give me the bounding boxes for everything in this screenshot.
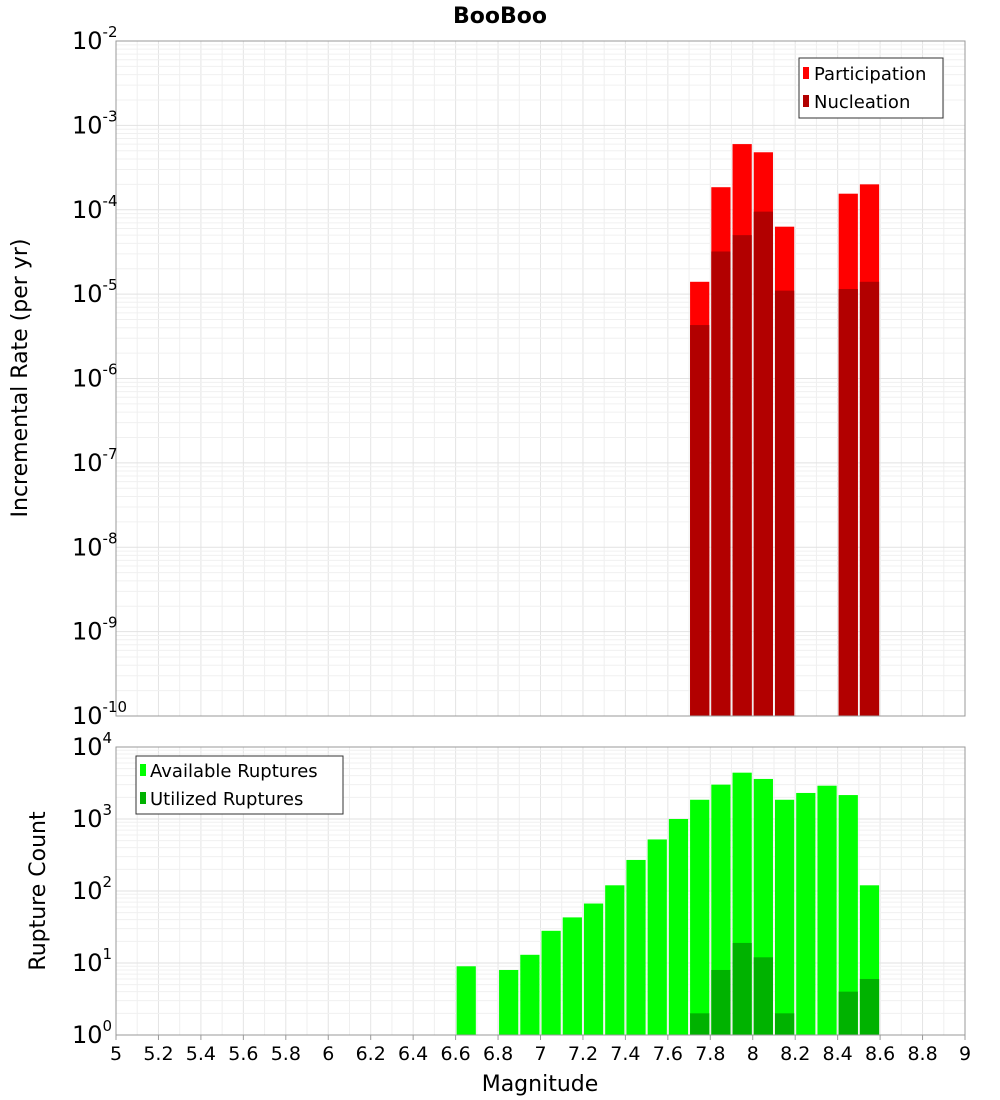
x-tick-label: 6 [322,1043,334,1065]
bottom-legend-box [135,755,344,815]
bottom-bar-utilized-ruptures [690,1013,710,1035]
bottom-bar-available-ruptures [690,799,710,1035]
top-plot: 10-2 10-3 10-4 10-5 10-6 10-7 10-8 10-9 10-10 In… [8,23,966,730]
bottom-bar-available-ruptures [583,903,604,1035]
x-axis-label: Magnitude [482,1072,599,1097]
top-bar-nucleation [732,235,752,716]
bottom-bar-available-ruptures [605,885,625,1035]
x-tick-label: 5.8 [271,1043,301,1065]
top-bar-nucleation [711,251,731,716]
bottom-y-tick-label: 104 [72,729,112,761]
bottom-bar-available-ruptures [817,785,837,1035]
bottom-bars [456,772,880,1035]
top-y-tick-label: 10-9 [72,614,118,646]
bottom-bar-utilized-ruptures [732,942,752,1035]
legend-swatch-available [140,764,146,776]
bottom-bar-utilized-ruptures [859,978,880,1035]
legend-swatch-nucleation [803,95,809,107]
bottom-y-tick-label: 100 [72,1017,112,1049]
bottom-bar-available-ruptures [796,792,816,1035]
bottom-plot: 104 103 102 101 100 5 5.2 5.4 5.6 5.8 6 6.2 6.4 6.6 6… [26,729,971,1097]
bottom-bar-available-ruptures [626,859,646,1035]
bottom-bar-available-ruptures [774,799,795,1035]
top-grid [116,41,965,717]
legend-label-available: Available Ruptures [150,761,318,782]
x-tick-label: 6.2 [356,1043,386,1065]
bottom-y-ticks: 104 103 102 101 100 [72,729,112,1049]
bottom-y-tick-label: 103 [72,801,112,833]
top-legend: Participation Nucleation [798,57,944,119]
bottom-bar-available-ruptures [668,819,689,1035]
top-bar-nucleation [859,281,880,716]
bottom-bar-utilized-ruptures [838,991,858,1035]
legend-swatch-utilized [140,792,146,804]
top-plot-frame [115,40,966,717]
top-bar-nucleation [690,325,710,716]
x-tick-label: 7.2 [568,1043,598,1065]
bottom-bar-available-ruptures [541,930,561,1035]
bottom-bar-available-ruptures [562,917,582,1035]
top-legend-box [798,57,944,119]
top-bar-nucleation [838,289,858,716]
x-tick-label: 7.6 [653,1043,683,1065]
x-tick-label: 5.4 [186,1043,216,1065]
top-y-axis-label: Incremental Rate (per yr) [8,239,33,518]
x-tick-label: 7.4 [610,1043,640,1065]
bottom-bar-available-ruptures [647,839,667,1035]
top-bar-nucleation [753,211,773,716]
top-bar-nucleation [774,290,795,716]
top-y-tick-label: 10-10 [72,698,127,730]
bottom-y-axis-label: Rupture Count [26,811,51,971]
bottom-bar-available-ruptures [456,966,476,1035]
bottom-bar-utilized-ruptures [753,957,773,1035]
legend-label-utilized: Utilized Ruptures [150,789,303,810]
chart-title: BooBoo [453,4,547,29]
bottom-bar-available-ruptures [838,795,858,1035]
top-y-tick-label: 10-3 [72,107,118,139]
x-tick-label: 5.2 [143,1043,173,1065]
x-tick-label: 8.8 [907,1043,937,1065]
x-tick-label: 5 [110,1043,122,1065]
top-y-tick-label: 10-8 [72,529,118,561]
bottom-bar-available-ruptures [499,969,519,1035]
x-ticks: 5 5.2 5.4 5.6 5.8 6 6.2 6.4 6.6 6.8 7 7.2 7.4 7.6 7.8 8… [110,1035,971,1065]
legend-label-nucleation: Nucleation [814,92,910,113]
x-tick-label: 6.8 [483,1043,513,1065]
x-tick-label: 8 [747,1043,759,1065]
bottom-bar-utilized-ruptures [774,1013,795,1035]
x-tick-label: 8.2 [780,1043,810,1065]
top-y-tick-label: 10-5 [72,276,118,308]
top-y-tick-label: 10-2 [72,23,118,55]
x-tick-label: 8.4 [823,1043,853,1065]
x-tick-label: 6.6 [440,1043,470,1065]
top-y-tick-label: 10-4 [72,192,118,224]
x-tick-label: 5.6 [228,1043,258,1065]
bottom-y-tick-label: 102 [72,873,112,905]
x-tick-label: 6.4 [398,1043,428,1065]
x-tick-label: 7 [534,1043,546,1065]
x-tick-label: 8.6 [865,1043,895,1065]
x-tick-label: 9 [959,1043,971,1065]
bottom-y-tick-label: 101 [72,945,112,977]
top-y-tick-label: 10-7 [72,445,118,477]
top-y-tick-label: 10-6 [72,361,118,393]
top-bars [690,144,880,717]
bottom-bar-utilized-ruptures [711,969,731,1035]
legend-label-participation: Participation [814,64,926,85]
bottom-legend: Available Ruptures Utilized Ruptures [135,755,344,815]
legend-swatch-participation [803,67,809,79]
x-tick-label: 7.8 [695,1043,725,1065]
bottom-bar-available-ruptures [520,954,540,1035]
